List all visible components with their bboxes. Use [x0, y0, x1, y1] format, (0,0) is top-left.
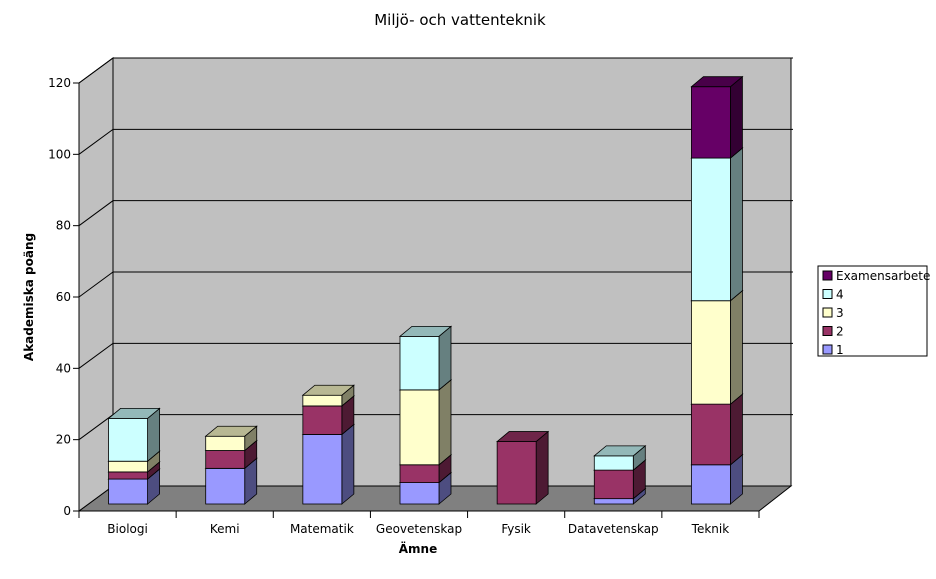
legend-swatch: [822, 270, 833, 281]
x-tick-label: Teknik: [691, 522, 730, 536]
bar-segment: [107, 407, 161, 463]
y-tick-label: 100: [48, 147, 71, 161]
legend-label: 1: [836, 343, 844, 357]
gridline: [78, 271, 793, 298]
legend-item: Examensarbete: [822, 269, 930, 283]
y-tick-label: 80: [56, 219, 71, 233]
gridline: [78, 128, 793, 155]
legend-label: 4: [836, 288, 844, 302]
legend-swatch: [822, 326, 833, 336]
bar-segment: [690, 393, 744, 466]
bar-segment: [496, 430, 550, 505]
x-tick-label: Fysik: [501, 522, 530, 536]
gridline: [78, 200, 793, 227]
bars: [107, 75, 744, 505]
legend-label: 2: [836, 325, 844, 339]
gridline: [78, 57, 793, 84]
chart-title: Miljö- och vattenteknik: [374, 11, 546, 29]
legend-item: 2: [822, 325, 844, 339]
bar-segment: [301, 384, 355, 407]
legend-label: 3: [836, 306, 844, 320]
plot-area: 0 20 40 60 80 100 120 Biologi Kemi Matematik Geov…: [48, 57, 793, 536]
y-axis-ticks: 0 20 40 60 80 100 120: [48, 76, 79, 518]
x-tick-label: Biologi: [107, 522, 148, 536]
legend-box: [817, 265, 928, 357]
x-axis-title: Ämne: [399, 541, 437, 556]
legend-item: 3: [822, 306, 844, 320]
legend-item: 1: [822, 343, 844, 357]
bar-segment: [398, 379, 453, 466]
y-tick-label: 40: [56, 361, 71, 375]
legend-swatch: [822, 344, 833, 355]
x-axis-ticks: Biologi Kemi Matematik Geovetenskap Fysik Dat…: [78, 511, 760, 536]
legend-item: 4: [822, 288, 844, 302]
y-tick-label: 60: [56, 290, 71, 304]
legend-swatch: [822, 289, 833, 299]
bar-segment: [593, 444, 647, 471]
bar-segment: [690, 147, 744, 302]
x-tick-label: Matematik: [290, 522, 354, 536]
gridline: [78, 342, 793, 369]
bar-segment: [690, 289, 744, 405]
y-tick-label: 0: [63, 504, 71, 518]
bar-segment: [398, 325, 453, 391]
y-tick-label: 20: [56, 433, 71, 447]
y-tick-label: 120: [48, 76, 71, 90]
x-tick-label: Kemi: [210, 522, 240, 536]
x-tick-label: Datavetenskap: [568, 522, 659, 536]
legend-swatch: [822, 307, 833, 318]
x-tick-label: Geovetenskap: [376, 522, 462, 536]
legend-items: Examensarbete 4 3 2 1: [822, 269, 930, 357]
bar-segment: [301, 423, 355, 505]
legend: Examensarbete 4 3 2 1: [817, 265, 930, 357]
y-axis-title: Akademiska poäng: [22, 233, 36, 361]
bar-segment: [690, 75, 744, 159]
bar-segment: [204, 425, 258, 452]
legend-label: Examensarbete: [836, 269, 930, 283]
